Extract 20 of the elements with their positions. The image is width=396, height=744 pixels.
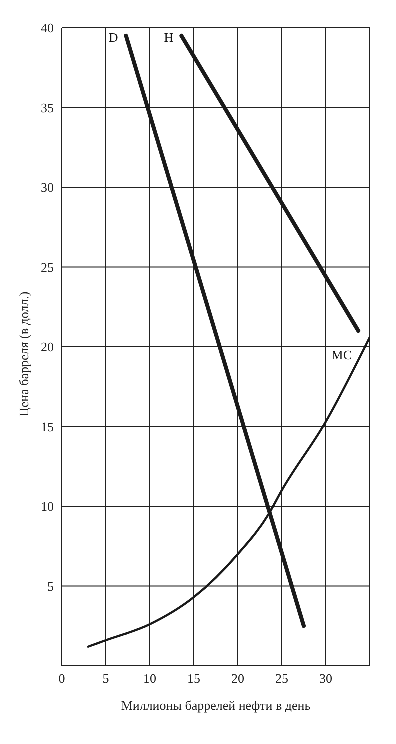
y-axis-title: Цена барреля (в долл.): [16, 292, 32, 417]
y-tick-label: 30: [41, 180, 54, 196]
y-tick-label: 20: [41, 340, 54, 355]
x-axis-title: Миллионы баррелей нефти в день: [121, 698, 311, 713]
series-label: H: [164, 30, 174, 45]
x-tick-label: 30: [320, 671, 332, 686]
y-tick-label: 35: [41, 100, 54, 116]
x-tick-label: 5: [102, 671, 110, 686]
x-tick-label: 15: [188, 671, 200, 686]
x-tick-label: 10: [144, 671, 156, 686]
series-label: D: [108, 30, 118, 45]
series-label: MC: [332, 347, 352, 362]
y-tick-label: 15: [41, 419, 54, 434]
x-tick-label: 20: [232, 671, 244, 686]
x-tick-label: 0: [58, 671, 66, 686]
x-tick-label: 25: [276, 671, 288, 686]
y-tick-label: 40: [41, 20, 54, 36]
y-tick-label: 10: [41, 499, 54, 514]
y-tick-label: 5: [48, 578, 54, 594]
y-tick-label: 25: [41, 260, 54, 275]
